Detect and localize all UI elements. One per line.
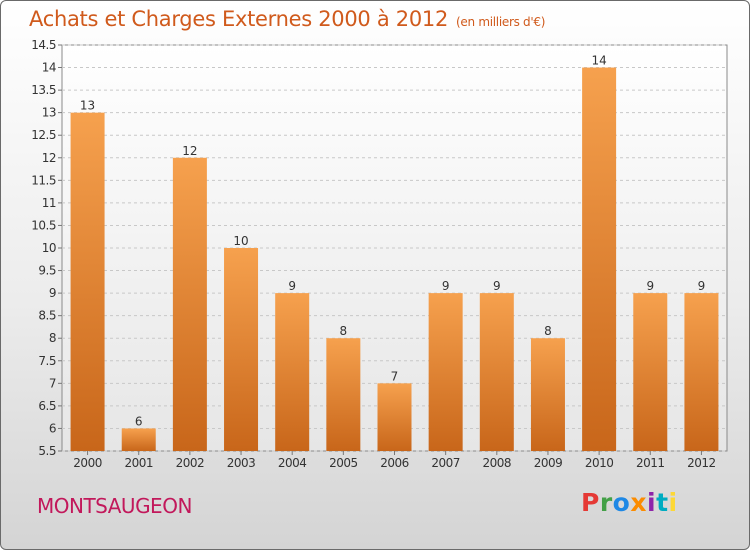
y-tick-label: 9.5: [38, 264, 56, 278]
x-tick-label: 2007: [431, 456, 460, 470]
y-tick-label: 9: [49, 286, 56, 300]
bar-value-label: 7: [391, 369, 399, 383]
bar-value-label: 9: [288, 279, 296, 293]
y-tick-label: 7.5: [38, 354, 56, 368]
bar-value-label: 9: [646, 279, 654, 293]
logo-letter: o: [612, 488, 631, 517]
logo-letter: x: [630, 488, 647, 517]
bar-2011: [633, 293, 668, 451]
bar-2003: [224, 248, 259, 451]
logo-letter: P: [581, 488, 600, 517]
chart-title: Achats et Charges Externes 2000 à 2012 (e…: [29, 7, 545, 31]
bar-2000: [70, 112, 105, 452]
bar-value-label: 14: [591, 54, 606, 68]
bar-value-label: 8: [544, 324, 552, 338]
y-tick-label: 14: [42, 61, 56, 75]
logo-letter: i: [647, 488, 657, 517]
bar-2006: [377, 383, 412, 451]
y-tick-label: 7: [49, 376, 56, 390]
x-axis: 2000 2001 2002 2003 2004 2005 2006 2007 2008 2009…: [73, 451, 716, 470]
y-axis: 5.5 6 6.5 7 7.5 8 8.5 9 9.5 10 10.5 11 11.5 12 12.5 13 1…: [31, 38, 62, 458]
bar-2004: [275, 293, 310, 451]
y-tick-label: 10: [42, 241, 56, 255]
bar-2009: [530, 338, 565, 451]
x-tick-label: 2005: [329, 456, 358, 470]
bar-2001: [121, 428, 156, 451]
y-tick-label: 6.5: [38, 399, 56, 413]
y-tick-label: 10.5: [31, 218, 56, 232]
bar-value-label: 13: [80, 99, 95, 113]
x-tick-label: 2004: [278, 456, 307, 470]
logo-letter: r: [599, 488, 613, 517]
title-text: Achats et Charges Externes 2000 à 2012: [29, 7, 449, 31]
y-tick-label: 11: [42, 196, 56, 210]
y-tick-label: 11.5: [31, 173, 56, 187]
bar-2002: [172, 157, 207, 451]
y-tick-label: 12.5: [31, 128, 56, 142]
y-tick-label: 6: [49, 421, 56, 435]
x-tick-label: 2009: [534, 456, 563, 470]
title-unit: (en milliers d'€): [456, 15, 546, 29]
proxiti-logo: Proxiti: [581, 488, 678, 517]
y-tick-label: 5.5: [38, 444, 56, 458]
x-tick-label: 2010: [585, 456, 614, 470]
y-tick-label: 13.5: [31, 83, 56, 97]
y-tick-label: 13: [42, 106, 56, 120]
bar-value-label: 9: [442, 279, 450, 293]
bar-2012: [684, 293, 719, 451]
logo-letter: t: [656, 488, 669, 517]
bar-value-label: 9: [698, 279, 706, 293]
bar-value-label: 6: [135, 414, 143, 428]
city-name: MONTSAUGEON: [37, 494, 192, 518]
bar-2007: [428, 293, 463, 451]
bar-value-label: 9: [493, 279, 501, 293]
bar-value-label: 8: [340, 324, 348, 338]
y-tick-label: 8.5: [38, 309, 56, 323]
bar-2010: [582, 67, 617, 452]
x-tick-label: 2002: [176, 456, 205, 470]
logo-letter: i: [668, 488, 678, 517]
x-tick-label: 2011: [636, 456, 665, 470]
x-tick-label: 2000: [73, 456, 102, 470]
y-tick-label: 14.5: [31, 38, 56, 52]
x-tick-label: 2006: [380, 456, 409, 470]
x-tick-label: 2008: [483, 456, 512, 470]
x-tick-label: 2001: [124, 456, 153, 470]
bar-value-label: 12: [182, 144, 197, 158]
y-tick-label: 12: [42, 151, 56, 165]
x-tick-label: 2003: [227, 456, 256, 470]
bar-value-label: 10: [233, 234, 248, 248]
bar-2005: [326, 338, 361, 451]
bar-2008: [479, 293, 514, 451]
y-tick-label: 8: [49, 331, 56, 345]
bars: 13 6 12 10 9 8 7 9 9 8 14 9 9: [70, 54, 719, 452]
x-tick-label: 2012: [687, 456, 716, 470]
